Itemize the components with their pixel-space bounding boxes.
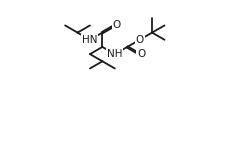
- Text: O: O: [112, 20, 121, 30]
- Text: HN: HN: [82, 35, 98, 45]
- Text: O: O: [137, 49, 145, 59]
- Text: NH: NH: [107, 49, 123, 59]
- Text: O: O: [135, 35, 144, 45]
